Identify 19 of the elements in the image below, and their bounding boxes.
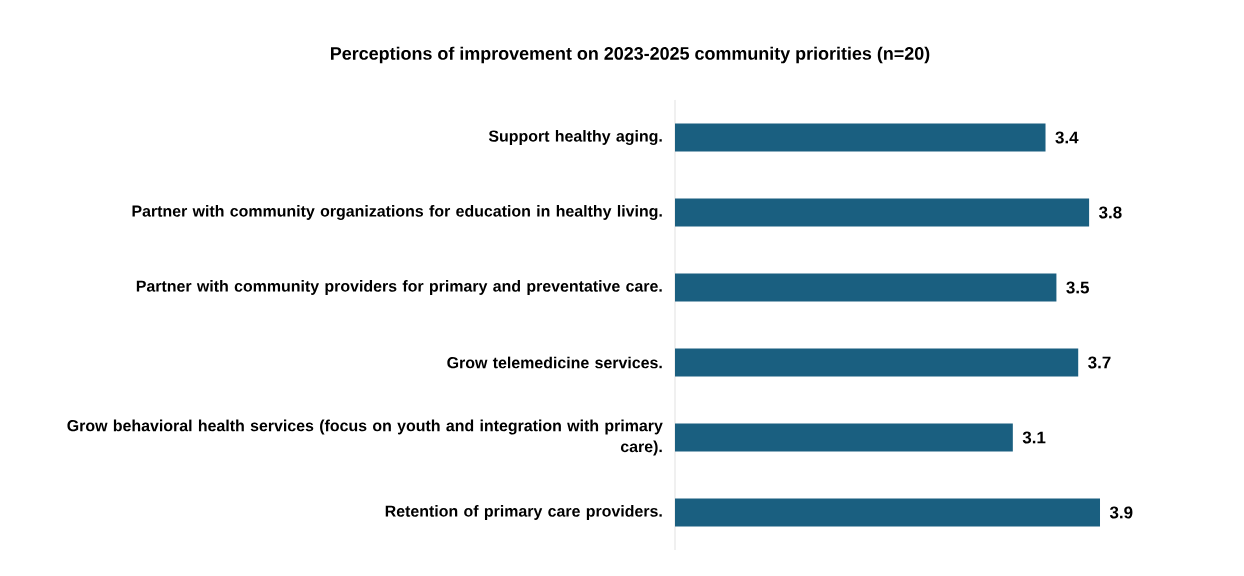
data-label: 3.8	[1099, 206, 1122, 219]
chart-title: Perceptions of improvement on 2023-2025 community priorities (n=20)	[331, 46, 930, 64]
bar	[675, 273, 1057, 302]
y-tick-label: Grow behavioral health services (focus on youth and integration with primary care).	[67, 419, 663, 456]
y-tick-label: Grow telemedicine services.	[447, 356, 662, 369]
bar	[675, 123, 1046, 152]
y-tick-label: Retention of primary care providers.	[385, 505, 662, 520]
y-tick-label: Partner with community organizations for education in healthy living.	[132, 205, 662, 220]
data-label: 3.4	[1055, 131, 1079, 144]
bar	[675, 348, 1079, 377]
bar	[675, 423, 1013, 452]
bar	[675, 498, 1100, 527]
data-label: 3.9	[1109, 506, 1133, 519]
y-tick-label: Partner with community providers for primary and preventative care.	[136, 280, 662, 295]
data-label: 3.1	[1022, 431, 1046, 444]
bar	[675, 198, 1090, 227]
y-tick-label: Support healthy aging.	[488, 130, 662, 145]
data-label: 3.5	[1066, 281, 1089, 294]
data-label: 3.7	[1088, 356, 1111, 369]
